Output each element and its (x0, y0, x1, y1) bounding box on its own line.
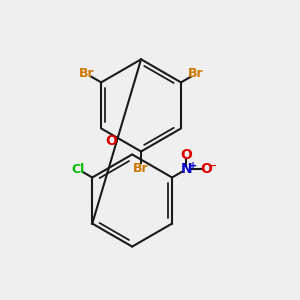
Text: N: N (180, 162, 192, 176)
Text: O: O (180, 148, 192, 162)
Text: Cl: Cl (71, 163, 85, 176)
Text: Br: Br (133, 162, 149, 175)
Text: −: − (208, 161, 218, 171)
Text: +: + (189, 161, 197, 171)
Text: Br: Br (188, 67, 204, 80)
Text: O: O (200, 162, 212, 176)
Text: Br: Br (78, 67, 94, 80)
Text: O: O (105, 134, 117, 148)
